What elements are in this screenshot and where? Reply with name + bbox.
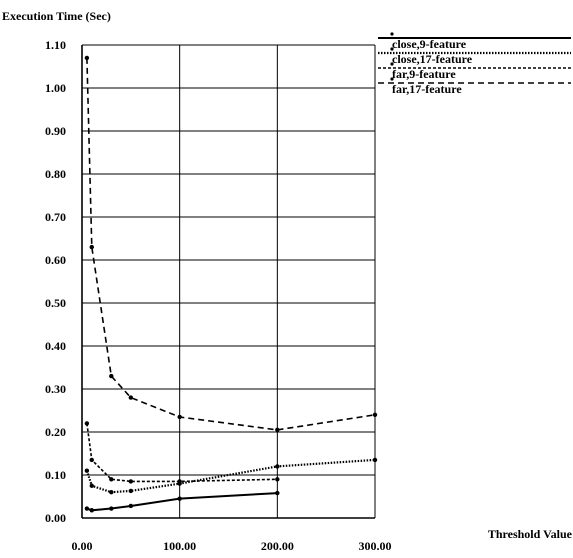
data-point: [275, 464, 279, 468]
series-group: [85, 56, 378, 513]
y-tick-label: 0.90: [45, 124, 66, 138]
data-point: [129, 395, 133, 399]
data-point: [85, 469, 89, 473]
data-point: [129, 479, 133, 483]
legend-marker: [390, 47, 393, 50]
data-point: [90, 245, 94, 249]
data-point: [109, 477, 113, 481]
series-line: [87, 460, 375, 492]
legend-marker: [390, 62, 393, 65]
data-point: [109, 374, 113, 378]
data-point: [129, 489, 133, 493]
y-tick-label: 0.80: [45, 167, 66, 181]
data-point: [275, 477, 279, 481]
data-point: [85, 421, 89, 425]
y-tick-label: 0.30: [45, 382, 66, 396]
y-axis-label: Execution Time (Sec): [2, 9, 111, 23]
legend-label: far,17-feature: [392, 82, 462, 96]
legend-label: close,9-feature: [392, 37, 467, 51]
data-point: [373, 458, 377, 462]
data-point: [90, 484, 94, 488]
data-point: [373, 413, 377, 417]
data-point: [177, 415, 181, 419]
legend-label: far,9-feature: [392, 67, 456, 81]
data-point: [129, 504, 133, 508]
legend-marker: [390, 77, 393, 80]
y-tick-label: 0.20: [45, 425, 66, 439]
y-tick-label: 1.10: [45, 38, 66, 52]
legend-marker: [390, 32, 393, 35]
y-tick-label: 0.10: [45, 468, 66, 482]
data-point: [90, 508, 94, 512]
x-tick-label: 300.00: [359, 539, 392, 553]
data-point: [275, 428, 279, 432]
y-tick-label: 0.00: [45, 511, 66, 525]
x-tick-label: 0.00: [72, 539, 93, 553]
data-point: [177, 479, 181, 483]
legend: close,9-featureclose,17-featurefar,9-fea…: [378, 32, 571, 96]
x-axis-label: Threshold Value: [488, 527, 573, 541]
series-line: [87, 493, 277, 510]
x-tick-label: 100.00: [163, 539, 196, 553]
series-line: [87, 58, 375, 430]
y-tick-label: 0.40: [45, 339, 66, 353]
y-tick-label: 0.60: [45, 253, 66, 267]
axes: [82, 45, 375, 518]
x-tick-label: 200.00: [261, 539, 294, 553]
data-point: [275, 491, 279, 495]
y-tick-label: 0.70: [45, 210, 66, 224]
grid: [82, 45, 375, 518]
y-tick-label: 0.50: [45, 296, 66, 310]
data-point: [109, 506, 113, 510]
y-tick-label: 1.00: [45, 81, 66, 95]
data-point: [85, 56, 89, 60]
data-point: [85, 506, 89, 510]
data-point: [177, 496, 181, 500]
legend-label: close,17-feature: [392, 52, 473, 66]
data-point: [90, 458, 94, 462]
data-point: [109, 490, 113, 494]
